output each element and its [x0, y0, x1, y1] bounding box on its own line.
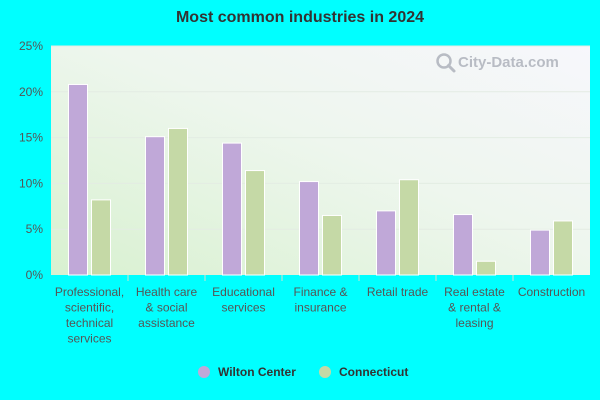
y-tick-label: 5% [26, 222, 44, 236]
bar-wilton-center [299, 181, 319, 276]
bar-connecticut [91, 199, 111, 276]
category-label: Professional, scientific, technical service… [55, 285, 124, 346]
legend-label: Connecticut [339, 365, 408, 379]
category-label: Real estate & rental & leasing [444, 285, 505, 330]
bar-wilton-center [530, 229, 550, 276]
y-axis: 0% 5% 10% 15% 20% 25% [19, 39, 43, 282]
category-label: Construction [518, 285, 585, 299]
gridlines [51, 45, 590, 230]
x-axis: Professional, scientific, technical service… [55, 285, 585, 346]
legend-label: Wilton Center [218, 365, 296, 379]
y-tick-label: 15% [19, 131, 43, 145]
y-tick-label: 0% [26, 268, 44, 282]
plot-area [51, 46, 590, 275]
bar-wilton-center [68, 83, 88, 276]
legend: Wilton Center Connecticut [198, 365, 408, 379]
category-label: Finance & insurance [293, 285, 347, 315]
bar-wilton-center [145, 136, 165, 276]
bar-connecticut [399, 179, 419, 276]
legend-swatch [198, 366, 210, 378]
watermark-text: City-Data.com [458, 54, 559, 71]
y-tick-label: 10% [19, 176, 43, 190]
y-tick-label: 20% [19, 85, 43, 99]
bars [68, 83, 573, 281]
category-label: Educational services [212, 285, 275, 315]
magnifier-icon [436, 53, 456, 73]
bar-wilton-center [453, 214, 473, 276]
chart-title: Most common industries in 2024 [175, 9, 425, 26]
category-label: Retail trade [367, 285, 429, 299]
bar-connecticut [553, 220, 573, 276]
bar-connecticut [476, 260, 496, 276]
bar-connecticut [322, 214, 342, 276]
y-tick-label: 25% [19, 39, 43, 53]
watermark: City-Data.com [436, 53, 559, 73]
category-label: Health care & social assistance [136, 285, 198, 330]
bar-connecticut [168, 127, 188, 276]
legend-swatch [319, 366, 331, 378]
bar-wilton-center [376, 210, 396, 276]
bar-wilton-center [222, 142, 242, 276]
bar-connecticut [245, 170, 265, 276]
